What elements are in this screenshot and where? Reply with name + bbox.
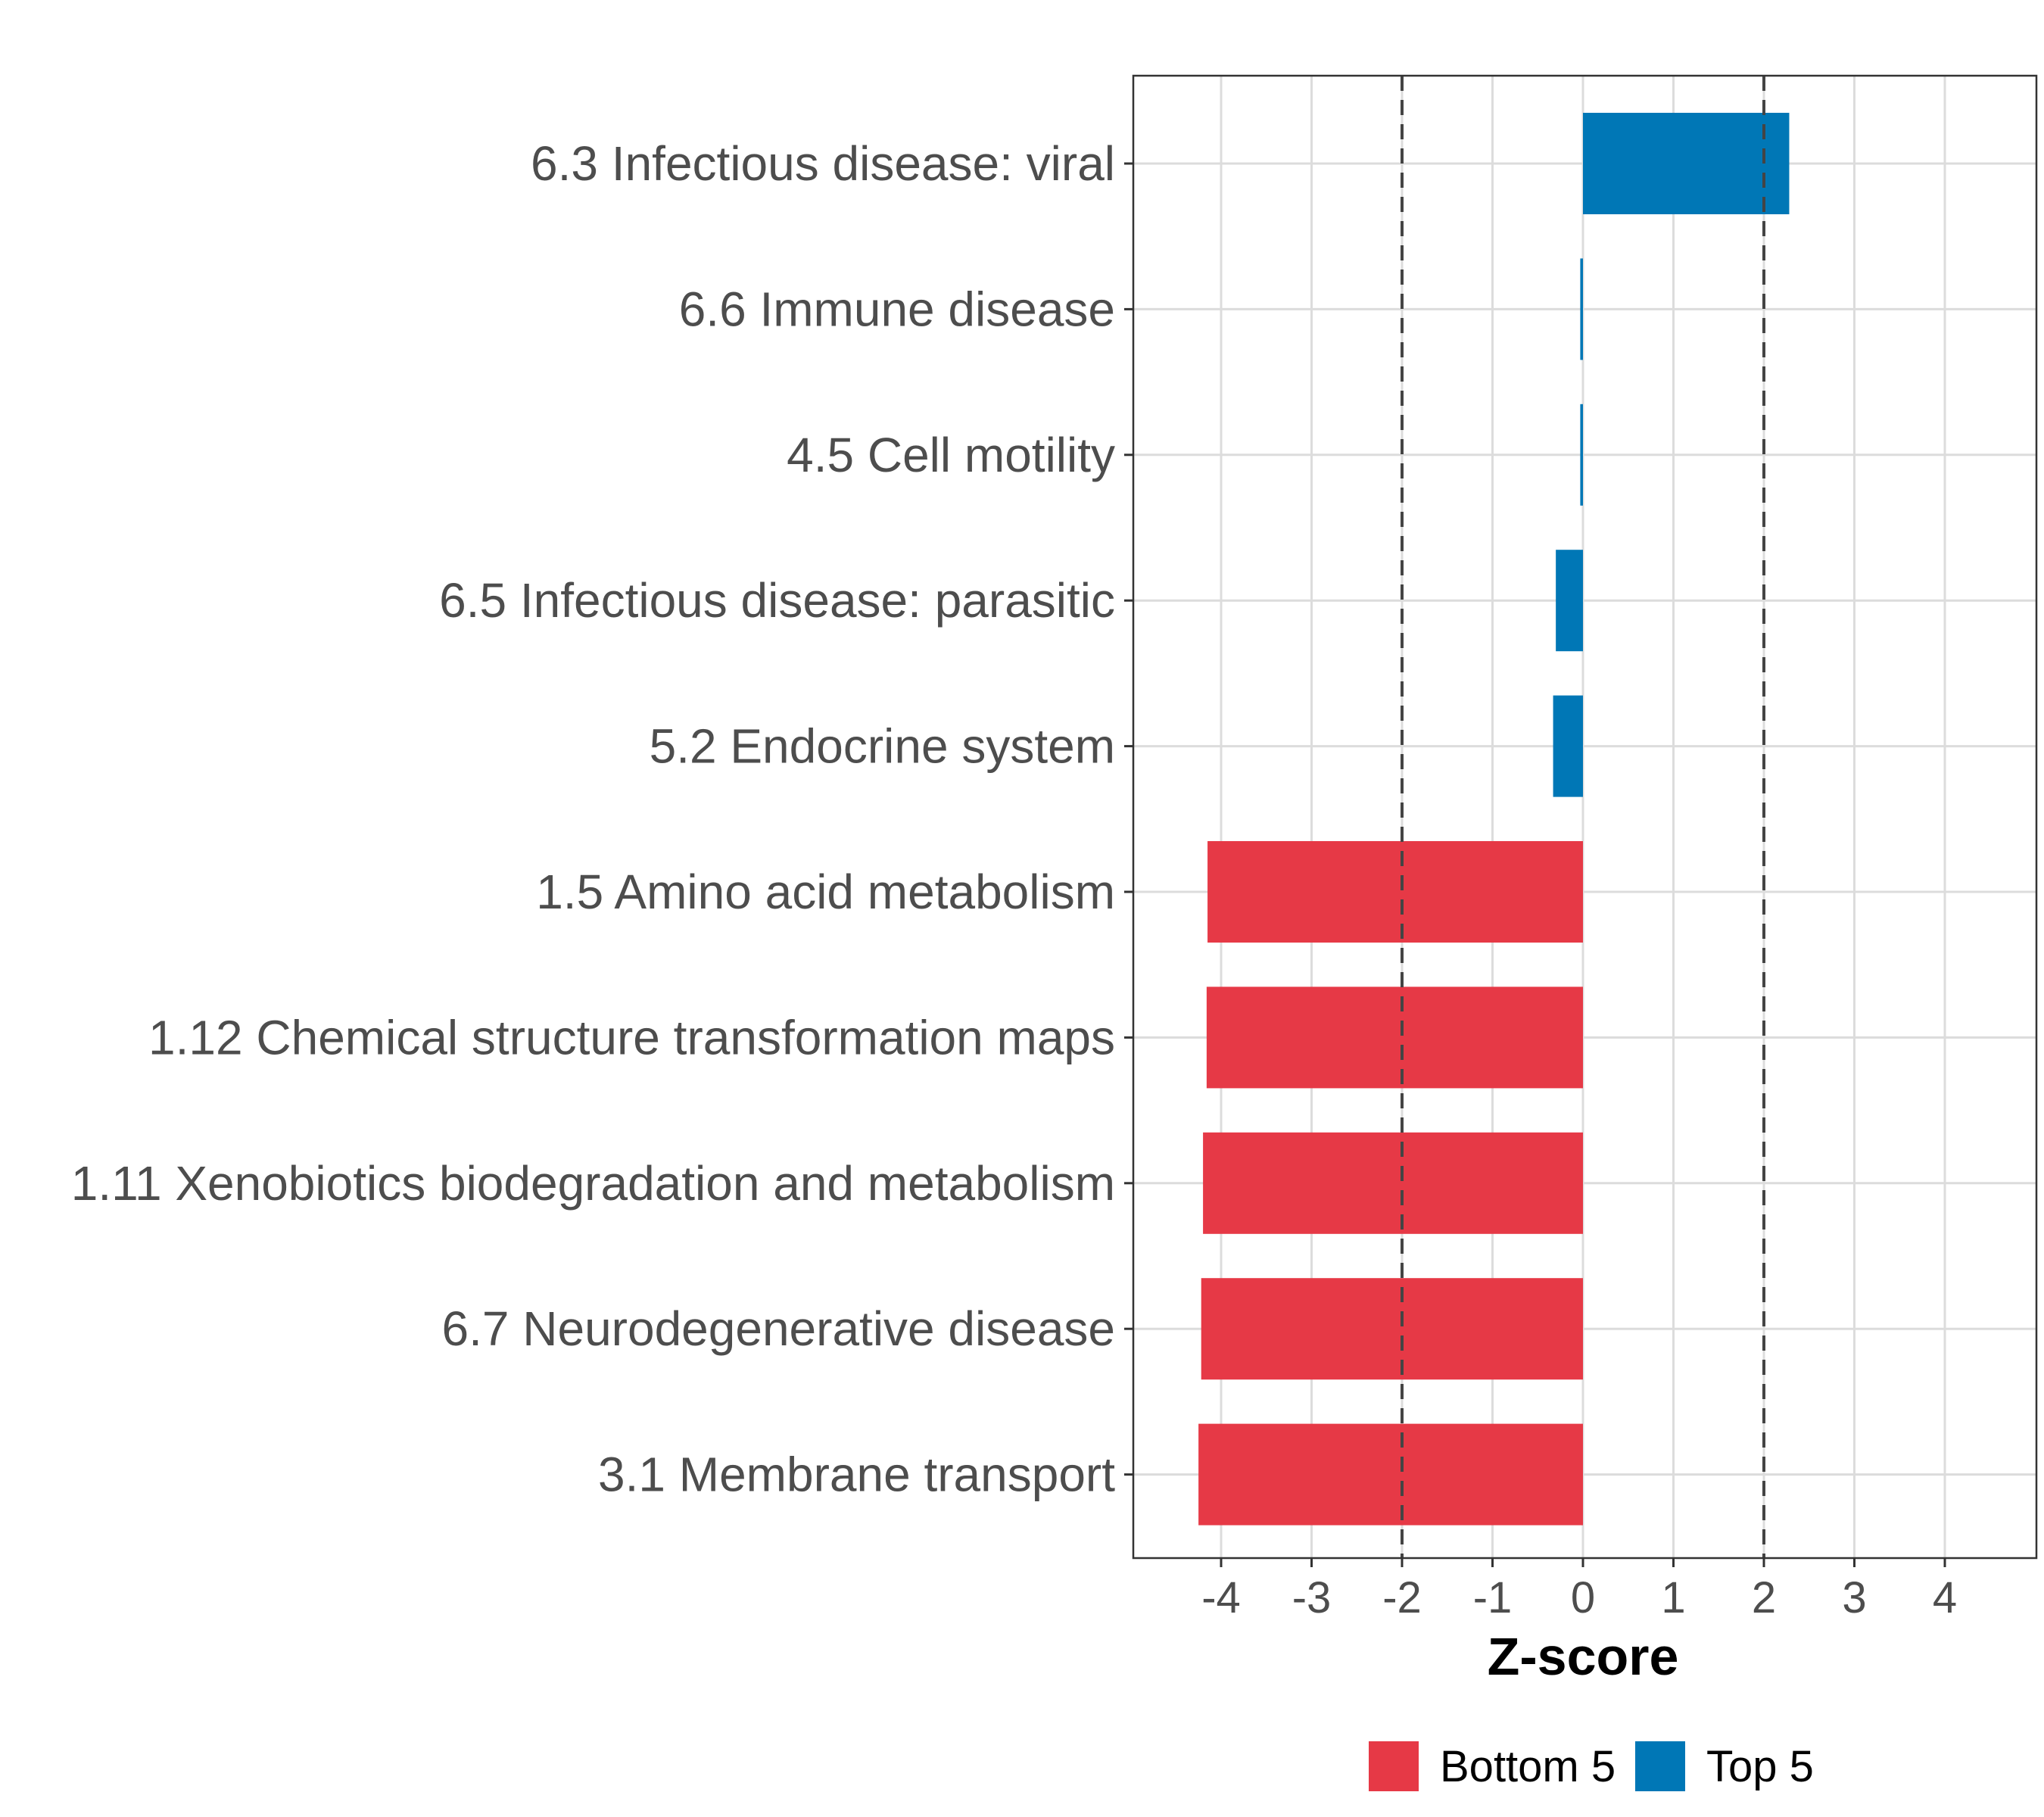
y-axis: 6.3 Infectious disease: viral 6.6 Immune … [71, 136, 1133, 1502]
bar [1580, 258, 1583, 360]
x-axis-title: Z-score [1488, 1627, 1679, 1686]
bar [1201, 1278, 1583, 1380]
bar [1556, 550, 1583, 652]
x-tick-label: 3 [1842, 1573, 1866, 1622]
x-tick-label: -1 [1473, 1573, 1513, 1622]
bar [1206, 986, 1583, 1089]
legend-label: Bottom 5 [1440, 1742, 1616, 1791]
category-label: 6.6 Immune disease [679, 282, 1115, 336]
bar [1203, 1132, 1583, 1234]
legend-label: Top 5 [1706, 1742, 1814, 1791]
bar [1207, 841, 1583, 943]
category-label: 1.11 Xenobiotics biodegradation and meta… [71, 1156, 1115, 1211]
bar [1580, 404, 1583, 506]
category-label: 6.5 Infectious disease: parasitic [439, 573, 1115, 628]
x-axis: -4 -3 -2 -1 0 1 2 3 4 [1201, 1558, 1957, 1622]
bar [1553, 695, 1583, 797]
x-tick-label: 1 [1661, 1573, 1685, 1622]
bars [1198, 113, 1790, 1526]
legend-key-bottom-5 [1369, 1741, 1419, 1791]
category-label: 5.2 Endocrine system [650, 719, 1115, 774]
category-label: 4.5 Cell motility [787, 428, 1115, 482]
plot-panel-border [1132, 74, 2038, 1560]
bar [1198, 1423, 1583, 1526]
bar [1583, 113, 1790, 214]
reference-lines [1401, 76, 1765, 1558]
category-label: 1.5 Amino acid metabolism [536, 865, 1115, 919]
x-tick-label: 2 [1752, 1573, 1776, 1622]
category-label: 3.1 Membrane transport [598, 1448, 1115, 1502]
category-label: 6.7 Neurodegenerative disease [442, 1301, 1116, 1356]
x-tick-label: -3 [1292, 1573, 1332, 1622]
x-tick-label: -2 [1382, 1573, 1422, 1622]
x-tick-label: 4 [1933, 1573, 1957, 1622]
x-tick-label: 0 [1571, 1573, 1595, 1622]
x-tick-label: -4 [1201, 1573, 1241, 1622]
legend: Bottom 5 Top 5 [1369, 1741, 1814, 1791]
category-label: 1.12 Chemical structure transformation m… [148, 1010, 1115, 1064]
legend-key-top-5 [1635, 1741, 1685, 1791]
category-label: 6.3 Infectious disease: viral [531, 136, 1115, 191]
